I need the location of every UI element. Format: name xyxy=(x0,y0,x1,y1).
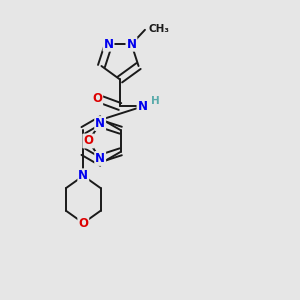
Text: O: O xyxy=(92,92,102,106)
Text: N: N xyxy=(103,38,113,51)
Text: N: N xyxy=(95,117,105,130)
Text: N: N xyxy=(78,169,88,182)
Text: N: N xyxy=(137,100,148,113)
Text: N: N xyxy=(95,152,105,165)
Text: O: O xyxy=(78,217,88,230)
Text: H: H xyxy=(151,96,160,106)
Text: N: N xyxy=(127,38,136,51)
Text: CH₃: CH₃ xyxy=(148,24,170,34)
Text: O: O xyxy=(83,134,93,148)
